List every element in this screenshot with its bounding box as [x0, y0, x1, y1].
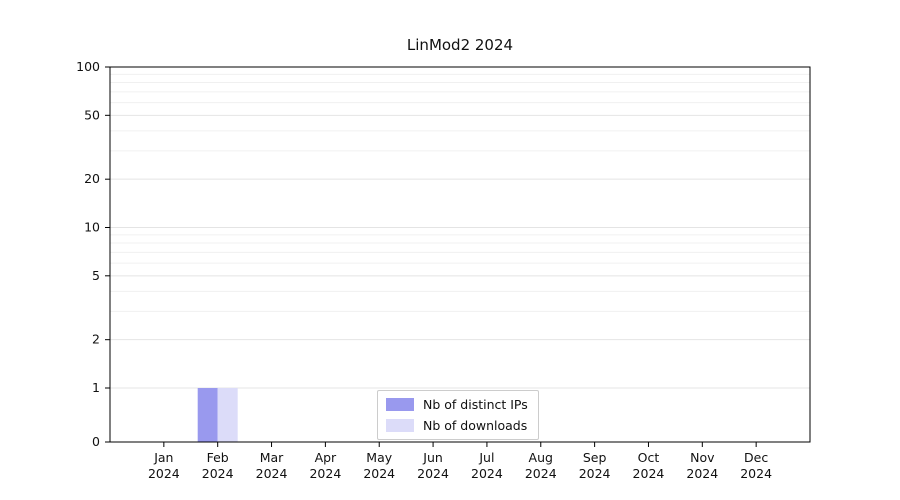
- x-tick-label-year: 2024: [525, 466, 557, 481]
- x-tick-label-month: Dec: [744, 450, 768, 465]
- y-tick-label: 5: [92, 268, 100, 283]
- x-tick-label-month: Sep: [583, 450, 607, 465]
- x-tick-label-year: 2024: [363, 466, 395, 481]
- x-tick-label-month: Jun: [422, 450, 443, 465]
- x-tick-label-month: Jan: [153, 450, 173, 465]
- x-tick-label-month: May: [366, 450, 392, 465]
- y-tick-label: 1: [92, 380, 100, 395]
- x-tick-label-month: Aug: [529, 450, 553, 465]
- y-tick-label: 2: [92, 332, 100, 347]
- x-tick-label-month: Jul: [478, 450, 494, 465]
- x-tick-label-year: 2024: [256, 466, 288, 481]
- x-tick-label-year: 2024: [686, 466, 718, 481]
- x-tick-label-year: 2024: [471, 466, 503, 481]
- y-tick-label: 100: [76, 59, 100, 74]
- x-tick-label-month: Apr: [315, 450, 337, 465]
- legend-entry-downloads: Nb of downloads: [386, 418, 528, 433]
- x-tick-label-year: 2024: [309, 466, 341, 481]
- plot-border: [109, 66, 811, 443]
- x-tick-label-month: Mar: [260, 450, 284, 465]
- x-tick-label-month: Nov: [690, 450, 715, 465]
- chart-title: LinMod2 2024: [406, 36, 514, 54]
- x-tick-label-year: 2024: [202, 466, 234, 481]
- x-tick-label-year: 2024: [633, 466, 665, 481]
- x-tick-label-year: 2024: [579, 466, 611, 481]
- x-tick-label-year: 2024: [417, 466, 449, 481]
- y-tick-label: 20: [84, 171, 100, 186]
- legend-swatch-distinct-ips: [386, 398, 414, 411]
- x-tick-label-month: Feb: [207, 450, 229, 465]
- legend-label-distinct-ips: Nb of distinct IPs: [423, 397, 528, 412]
- legend-swatch-downloads: [386, 419, 414, 432]
- legend-entry-distinct-ips: Nb of distinct IPs: [386, 397, 528, 412]
- y-tick-label: 0: [92, 434, 100, 449]
- chart-legend: Nb of distinct IPs Nb of downloads: [377, 390, 539, 440]
- x-tick-label-year: 2024: [740, 466, 772, 481]
- bar-distinct-ips: [197, 388, 218, 442]
- x-tick-label-year: 2024: [148, 466, 180, 481]
- y-tick-label: 50: [84, 107, 100, 122]
- y-tick-label: 10: [84, 220, 100, 235]
- bar-downloads: [217, 388, 238, 442]
- legend-label-downloads: Nb of downloads: [423, 418, 528, 433]
- x-tick-label-month: Oct: [638, 450, 660, 465]
